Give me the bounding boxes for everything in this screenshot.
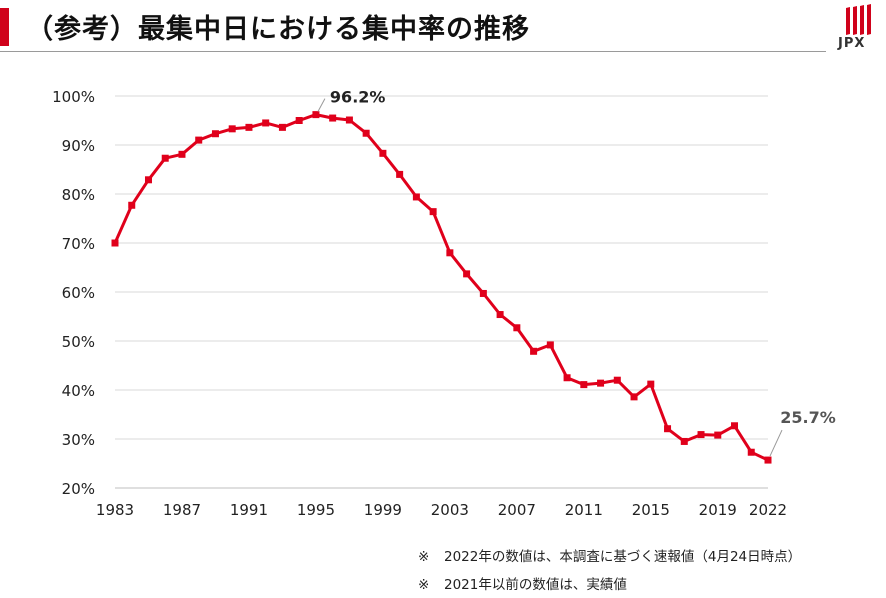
x-tick-label: 2015 <box>632 501 670 519</box>
x-tick-label: 2019 <box>699 501 737 519</box>
y-tick-label: 90% <box>62 137 95 155</box>
y-tick-label: 60% <box>62 284 95 302</box>
x-tick-label: 2007 <box>498 501 536 519</box>
data-point <box>178 150 186 158</box>
data-point <box>128 201 136 209</box>
data-point <box>630 393 638 401</box>
data-point <box>613 376 621 384</box>
data-point <box>664 425 672 433</box>
title-bar: （参考）最集中日における集中率の推移 <box>0 0 886 52</box>
data-point <box>111 239 119 247</box>
data-point <box>195 136 203 144</box>
data-point <box>647 380 655 388</box>
data-point <box>295 117 303 124</box>
data-point <box>546 341 554 349</box>
data-point <box>245 123 253 131</box>
note-text: 2021年以前の数値は、実績値 <box>444 577 627 593</box>
data-point <box>345 116 353 124</box>
title-divider <box>0 51 826 52</box>
y-tick-label: 40% <box>62 382 95 400</box>
data-point <box>530 347 538 355</box>
data-point <box>479 289 487 297</box>
data-point <box>731 422 739 430</box>
y-tick-label: 70% <box>62 235 95 253</box>
data-point <box>764 456 772 464</box>
data-point <box>278 123 286 131</box>
x-tick-label: 1987 <box>163 501 201 519</box>
data-point <box>714 431 722 439</box>
y-tick-label: 50% <box>62 333 95 351</box>
data-point <box>211 130 219 138</box>
x-tick-label: 2011 <box>565 501 603 519</box>
line-chart: 20% 30% 40% 50% 60% 70% 80% 90% 100% 1983 1987 1991… <box>52 88 836 519</box>
data-point <box>496 311 504 319</box>
data-point <box>161 154 169 162</box>
data-point <box>597 379 605 387</box>
data-point <box>563 374 571 382</box>
jpx-logo-icon <box>846 4 871 35</box>
data-point <box>747 448 755 456</box>
data-point <box>412 193 420 201</box>
x-tick-label: 2003 <box>431 501 469 519</box>
data-point <box>144 176 152 184</box>
data-point <box>446 249 454 257</box>
series-line <box>113 113 769 462</box>
x-tick-label: 1991 <box>230 501 268 519</box>
data-point <box>429 208 437 216</box>
data-point <box>396 170 404 178</box>
note-mark: ※ <box>418 549 430 565</box>
annotation-leader <box>769 429 783 457</box>
data-point <box>697 431 705 439</box>
data-point <box>362 129 370 137</box>
y-tick-label: 100% <box>52 88 95 106</box>
logo-text: JPX <box>838 36 866 51</box>
data-point <box>463 270 471 278</box>
annotation-leader <box>317 98 326 112</box>
title-accent-bar <box>0 8 9 46</box>
data-label-latest: 25.7% <box>780 408 836 427</box>
y-tick-label: 80% <box>62 186 95 204</box>
y-tick-label: 30% <box>62 431 95 449</box>
data-point <box>580 381 588 389</box>
footnote-2: ※ 2021年以前の数値は、実績値 <box>418 573 627 593</box>
data-label-peak: 96.2% <box>330 88 386 107</box>
data-point <box>262 119 270 127</box>
data-point <box>228 125 236 133</box>
footnote-1: ※ 2022年の数値は、本調査に基づく速報値（4月24日時点） <box>418 545 801 565</box>
x-tick-label: 1999 <box>364 501 402 519</box>
data-point <box>379 149 387 157</box>
x-tick-label: 1983 <box>96 501 134 519</box>
x-tick-label: 2022 <box>749 501 787 519</box>
data-point <box>513 324 521 332</box>
x-tick-label: 1995 <box>297 501 335 519</box>
note-mark: ※ <box>418 577 430 593</box>
data-point <box>312 111 320 119</box>
y-tick-label: 20% <box>62 480 95 498</box>
data-point <box>329 114 337 122</box>
page-title: （参考）最集中日における集中率の推移 <box>26 14 530 45</box>
data-point <box>680 437 688 445</box>
note-text: 2022年の数値は、本調査に基づく速報値（4月24日時点） <box>444 549 802 565</box>
